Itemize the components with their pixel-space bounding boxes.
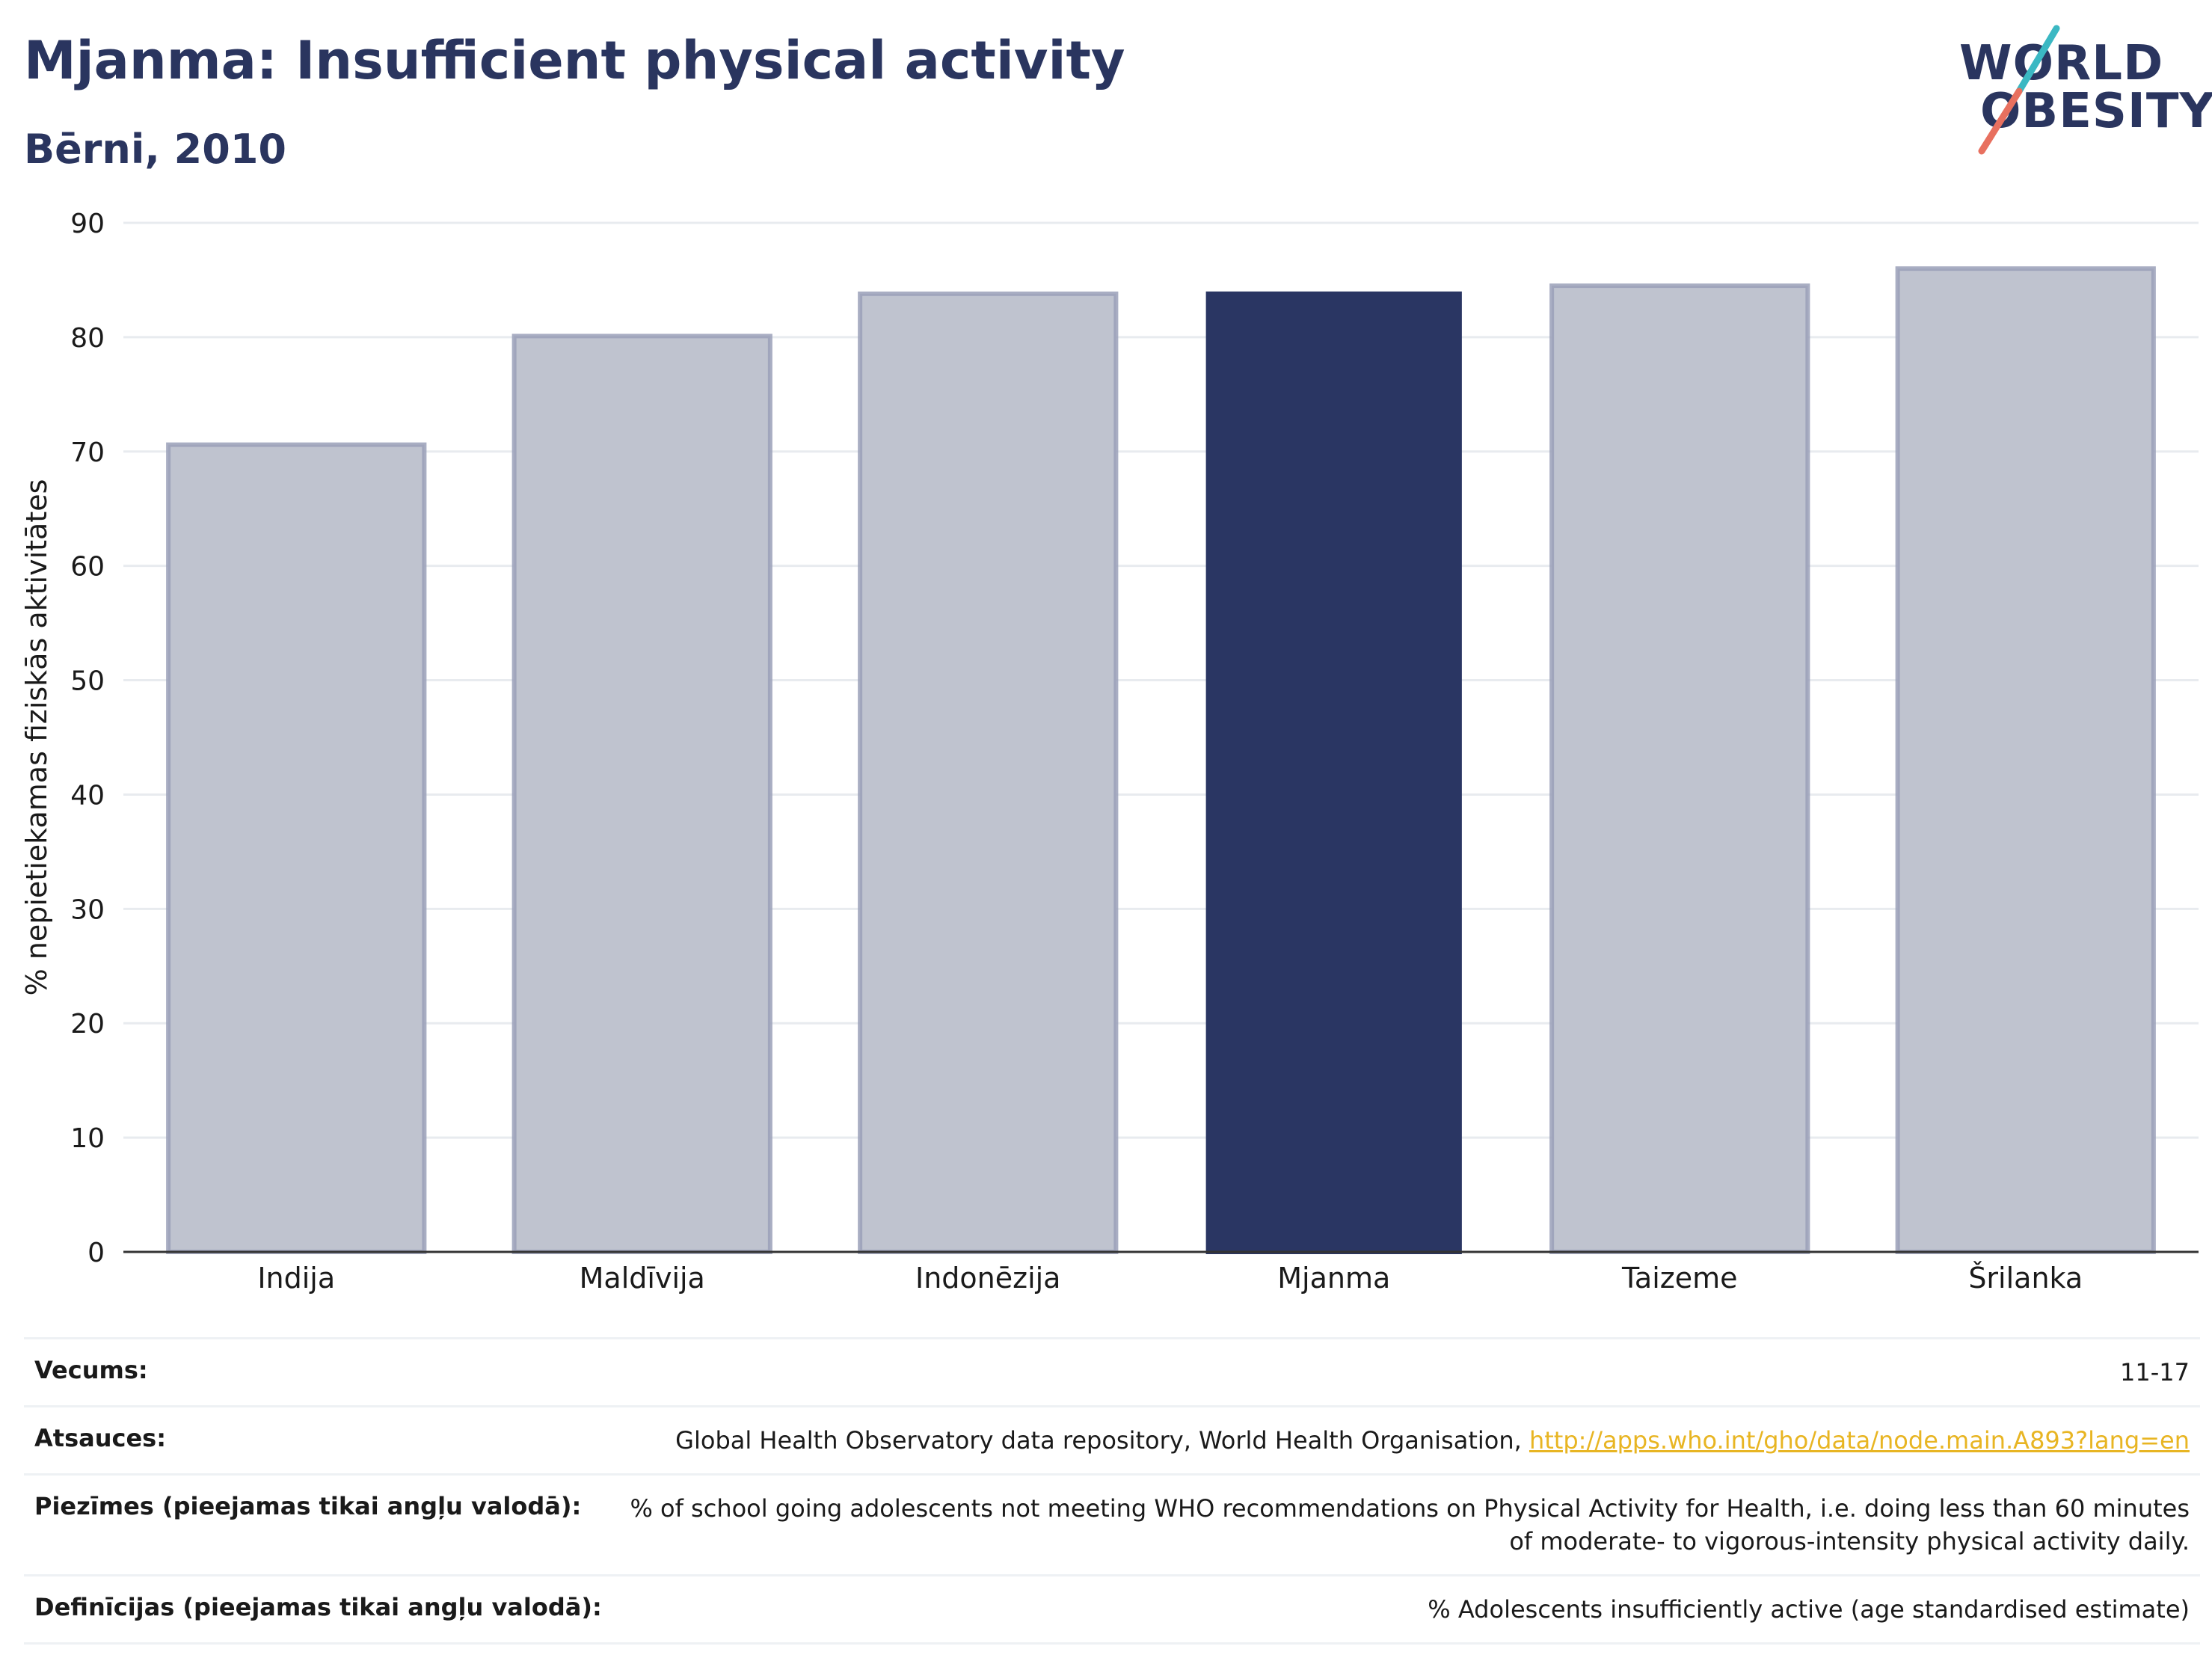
- chart-subtitle: Bērni, 2010: [24, 126, 286, 173]
- age-label: Vecums:: [34, 1356, 148, 1384]
- x-tick-label: Šrilanka: [1968, 1262, 2083, 1295]
- info-table: Vecums: 11-17 Atsauces: Global Health Ob…: [24, 1337, 2200, 1645]
- info-row-definitions: Definīcijas (pieejamas tikai angļu valod…: [24, 1574, 2200, 1645]
- bar-5: [1549, 283, 1810, 1255]
- y-tick-label: 70: [70, 437, 105, 468]
- definitions-value: % Adolescents insufficiently active (age…: [1428, 1595, 2190, 1624]
- x-tick-label: Maldīvija: [580, 1262, 705, 1295]
- sources-link[interactable]: http://apps.who.int/gho/data/node.main.A…: [1529, 1426, 2190, 1455]
- sources-value: Global Health Observatory data repositor…: [675, 1424, 2190, 1457]
- bar-chart: 0 10 20 30 40 50 60 70 80 90 Indija Maldīvija Indon…: [20, 209, 2199, 1295]
- info-row-sources: Atsauces: Global Health Observatory data…: [24, 1405, 2200, 1473]
- y-tick-label: 0: [87, 1238, 105, 1268]
- y-tick-label: 10: [70, 1123, 105, 1154]
- y-tick-label: 50: [70, 666, 105, 697]
- bar-3: [858, 291, 1119, 1254]
- sources-text: Global Health Observatory data repositor…: [675, 1426, 1529, 1455]
- y-tick-label: 30: [70, 894, 105, 925]
- bar-4: [1205, 291, 1462, 1254]
- bars: [166, 266, 2156, 1255]
- sources-label: Atsauces:: [34, 1424, 166, 1452]
- x-tick-label: Indija: [257, 1262, 335, 1295]
- logo-line-1: WORLD: [1959, 36, 2164, 91]
- info-row-notes: Piezīmes (pieejamas tikai angļu valodā):…: [24, 1473, 2200, 1574]
- world-obesity-logo: WORLD OBESITY: [1959, 22, 2212, 157]
- y-tick-label: 90: [70, 209, 105, 239]
- info-row-age: Vecums: 11-17: [24, 1337, 2200, 1405]
- chart-title: Mjanma: Insufficient physical activity: [24, 30, 1125, 91]
- x-tick-label: Indonēzija: [915, 1262, 1060, 1295]
- x-tick-labels: Indija Maldīvija Indonēzija Mjanma Taizeme Šr…: [257, 1262, 2083, 1295]
- y-tick-label: 40: [70, 780, 105, 811]
- notes-value: % of school going adolescents not meetin…: [630, 1494, 2190, 1556]
- grid-lines: [123, 221, 2199, 1139]
- definitions-label: Definīcijas (pieejamas tikai angļu valod…: [34, 1593, 602, 1621]
- age-value: 11-17: [2120, 1358, 2190, 1387]
- y-tick-labels: 0 10 20 30 40 50 60 70 80 90: [70, 209, 105, 1268]
- bar-6: [1895, 266, 2156, 1255]
- logo-slash-icon: [1978, 25, 2060, 155]
- bar-1: [166, 442, 427, 1254]
- y-tick-label: 80: [70, 323, 105, 354]
- y-tick-label: 20: [70, 1009, 105, 1040]
- y-tick-label: 60: [70, 552, 105, 583]
- y-axis-label: % nepietiekamas fiziskās aktivitātes: [20, 479, 53, 996]
- bar-2: [511, 334, 772, 1255]
- notes-label: Piezīmes (pieejamas tikai angļu valodā):: [34, 1492, 582, 1520]
- x-tick-label: Taizeme: [1621, 1262, 1738, 1295]
- x-tick-label: Mjanma: [1277, 1262, 1390, 1295]
